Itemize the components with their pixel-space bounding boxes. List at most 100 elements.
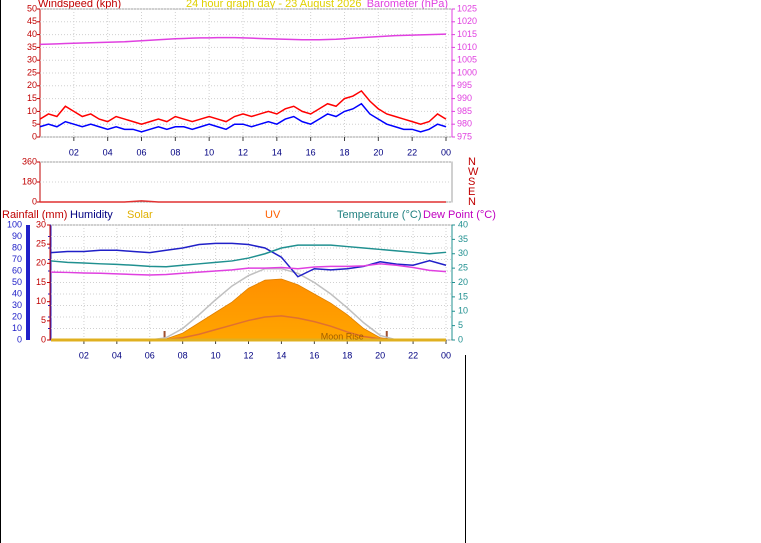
x-tick-label: 04 [112, 350, 122, 360]
x-tick-label: 18 [342, 350, 352, 360]
y2-tick-label: 25 [458, 263, 468, 273]
y-tick-label: 50 [27, 3, 37, 13]
y-tick-label: 40 [12, 288, 22, 298]
y-tick-label: 90 [12, 231, 22, 241]
direction-label: E [468, 186, 475, 198]
x-tick-label: 06 [145, 350, 155, 360]
y-tick-label: 0 [32, 131, 37, 141]
y-tick-label: 0 [17, 334, 22, 344]
y-tick-label: 45 [27, 16, 37, 26]
y-tick-label: 30 [27, 55, 37, 65]
y3-tick-label: 15 [36, 277, 46, 287]
line [40, 200, 446, 203]
y2-tick-label: 35 [458, 234, 468, 244]
x-tick-label: 12 [238, 147, 248, 157]
series-label: Rainfall (mm) [2, 209, 67, 221]
series-label: Dew Point (°C) [423, 209, 496, 221]
x-tick-label: 16 [309, 350, 319, 360]
y-tick-label: 60 [12, 265, 22, 275]
y3-tick-label: 10 [36, 296, 46, 306]
y2-tick-label: 20 [458, 277, 468, 287]
x-tick-label: 20 [375, 350, 385, 360]
y-tick-label: 50 [12, 277, 22, 287]
y2-tick-label: 1020 [457, 16, 477, 26]
y-tick-label: 10 [12, 323, 22, 333]
y2-tick-label: 15 [458, 291, 468, 301]
direction-label: N [468, 156, 476, 168]
y-tick-label: 100 [7, 219, 22, 229]
x-tick-label: 18 [339, 147, 349, 157]
y2-tick-label: 1010 [457, 42, 477, 52]
y2-tick-label: 980 [457, 119, 472, 129]
x-tick-label: 22 [408, 350, 418, 360]
wind-axis-label: Windspeed (kph) [38, 0, 121, 10]
plot-area [39, 8, 453, 138]
direction-label: S [468, 176, 475, 188]
x-tick-label: 14 [272, 147, 282, 157]
x-tick-label: 02 [69, 147, 79, 157]
y2-tick-label: 985 [457, 106, 472, 116]
x-tick-label: 00 [441, 147, 451, 157]
y-tick-label: 70 [12, 254, 22, 264]
x-tick-label: 12 [243, 350, 253, 360]
y-tick-label: 5 [32, 119, 37, 129]
y-tick-label: 180 [22, 176, 37, 186]
y-tick-label: 0 [32, 196, 37, 206]
y2-tick-label: 30 [458, 248, 468, 258]
y-tick-label: 25 [27, 67, 37, 77]
x-tick-label: 16 [306, 147, 316, 157]
y3-tick-label: 20 [36, 258, 46, 268]
line [50, 244, 447, 268]
y3-tick-label: 0 [41, 334, 46, 344]
line [39, 102, 447, 133]
x-tick-label: 02 [79, 350, 89, 360]
y-tick-label: 20 [27, 80, 37, 90]
y3-tick-label: 25 [36, 239, 46, 249]
x-tick-label: 20 [373, 147, 383, 157]
y2-tick-label: 1025 [457, 3, 477, 13]
barometer-axis-label: Barometer (hPa) [367, 0, 448, 10]
annotation: Moon Rise [321, 331, 364, 341]
humidity-axis-bar [26, 225, 30, 340]
y3-tick-label: 30 [36, 219, 46, 229]
y-tick-label: 20 [12, 311, 22, 321]
y3-tick-label: 5 [41, 315, 46, 325]
series-label: Temperature (°C) [337, 209, 421, 221]
x-tick-label: 08 [178, 350, 188, 360]
y2-tick-label: 1000 [457, 67, 477, 77]
x-tick-label: 04 [103, 147, 113, 157]
plot-area [39, 161, 453, 203]
y2-tick-label: 5 [458, 320, 463, 330]
line [39, 89, 447, 125]
direction-label: N [468, 196, 476, 208]
y-tick-label: 80 [12, 242, 22, 252]
series-label: Solar [127, 209, 153, 221]
y2-tick-label: 10 [458, 306, 468, 316]
line [50, 263, 447, 276]
y2-tick-label: 40 [458, 219, 468, 229]
y2-tick-label: 975 [457, 131, 472, 141]
direction-label: W [468, 166, 479, 178]
line [39, 33, 447, 46]
y2-tick-label: 1005 [457, 55, 477, 65]
y2-tick-label: 0 [458, 334, 463, 344]
y-tick-label: 15 [27, 93, 37, 103]
x-tick-label: 08 [170, 147, 180, 157]
y-tick-label: 10 [27, 106, 37, 116]
line [50, 242, 447, 278]
x-tick-label: 14 [276, 350, 286, 360]
x-tick-label: 06 [136, 147, 146, 157]
x-tick-label: 10 [204, 147, 214, 157]
y2-tick-label: 1015 [457, 29, 477, 39]
chart-title: 24 hour graph day - 23 August 2026 [186, 0, 362, 10]
x-tick-label: 00 [441, 350, 451, 360]
y2-tick-label: 995 [457, 80, 472, 90]
y-tick-label: 40 [27, 29, 37, 39]
x-tick-label: 10 [211, 350, 221, 360]
y-tick-label: 35 [27, 42, 37, 52]
series-label: UV [265, 209, 281, 221]
y2-tick-label: 990 [457, 93, 472, 103]
x-tick-label: 22 [407, 147, 417, 157]
y-tick-label: 360 [22, 156, 37, 166]
